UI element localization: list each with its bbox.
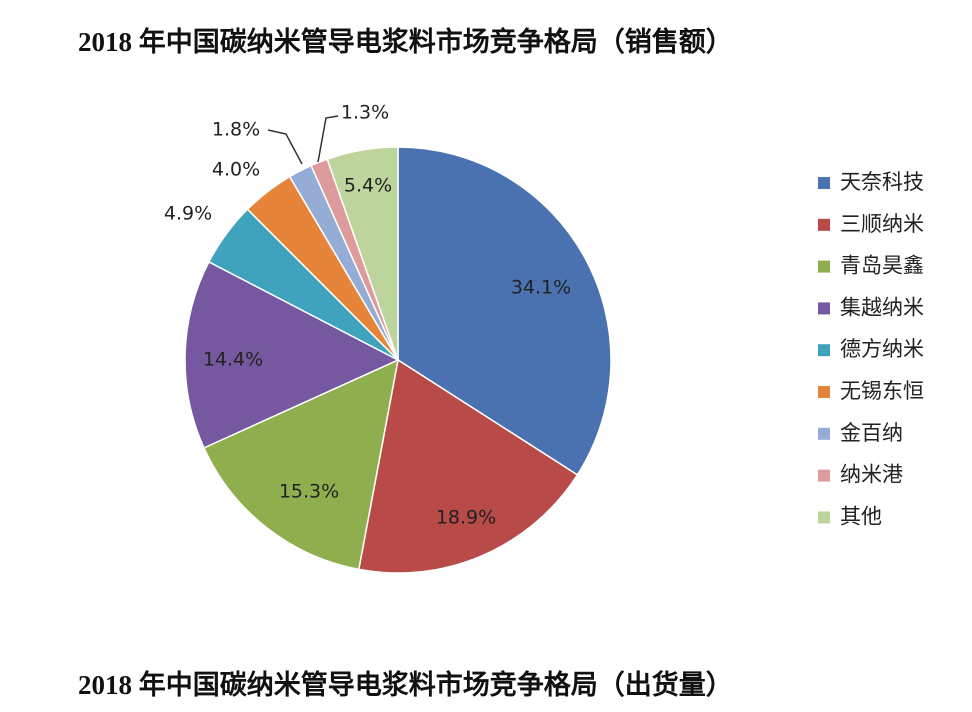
legend-swatch xyxy=(818,302,830,315)
leader-line xyxy=(317,115,339,163)
legend-swatch xyxy=(818,344,830,357)
legend-label: 集越纳米 xyxy=(840,295,924,319)
legend-label: 金百纳 xyxy=(840,421,903,445)
legend-label: 三顺纳米 xyxy=(840,212,924,236)
data-label: 15.3% xyxy=(279,481,339,503)
legend-label: 无锡东恒 xyxy=(840,379,924,403)
pie-slice xyxy=(326,146,399,361)
data-label: 18.9% xyxy=(436,507,496,529)
legend-label: 德方纳米 xyxy=(840,337,924,361)
legend-swatch xyxy=(818,427,830,440)
legend-swatch xyxy=(818,218,830,231)
chart-title: 2018 年中国碳纳米管导电浆料市场竞争格局（销售额） xyxy=(78,26,733,57)
legend-label: 天奈科技 xyxy=(840,170,924,194)
data-label: 1.8% xyxy=(212,119,260,141)
pie-slice xyxy=(202,358,400,571)
data-label: 1.3% xyxy=(341,102,389,124)
leader-line xyxy=(267,129,303,165)
legend-swatch xyxy=(818,386,830,398)
legend-swatch xyxy=(818,511,830,524)
data-label: 34.1% xyxy=(511,277,571,299)
legend-swatch xyxy=(818,260,830,273)
data-label: 5.4% xyxy=(344,175,392,197)
pie-slice xyxy=(397,146,612,476)
data-label: 14.4% xyxy=(203,349,263,371)
legend-label: 其他 xyxy=(840,504,882,528)
legend-label: 纳米港 xyxy=(840,463,903,487)
legend-swatch xyxy=(818,469,830,482)
next-heading: 2018 年中国碳纳米管导电浆料市场竞争格局（出货量） xyxy=(78,669,733,700)
legend-swatch xyxy=(818,177,830,189)
pie-slice xyxy=(184,260,400,449)
pie-slice xyxy=(357,358,579,574)
data-label: 4.0% xyxy=(212,159,260,181)
data-label: 4.9% xyxy=(164,203,212,225)
legend-label: 青岛昊鑫 xyxy=(840,254,924,278)
